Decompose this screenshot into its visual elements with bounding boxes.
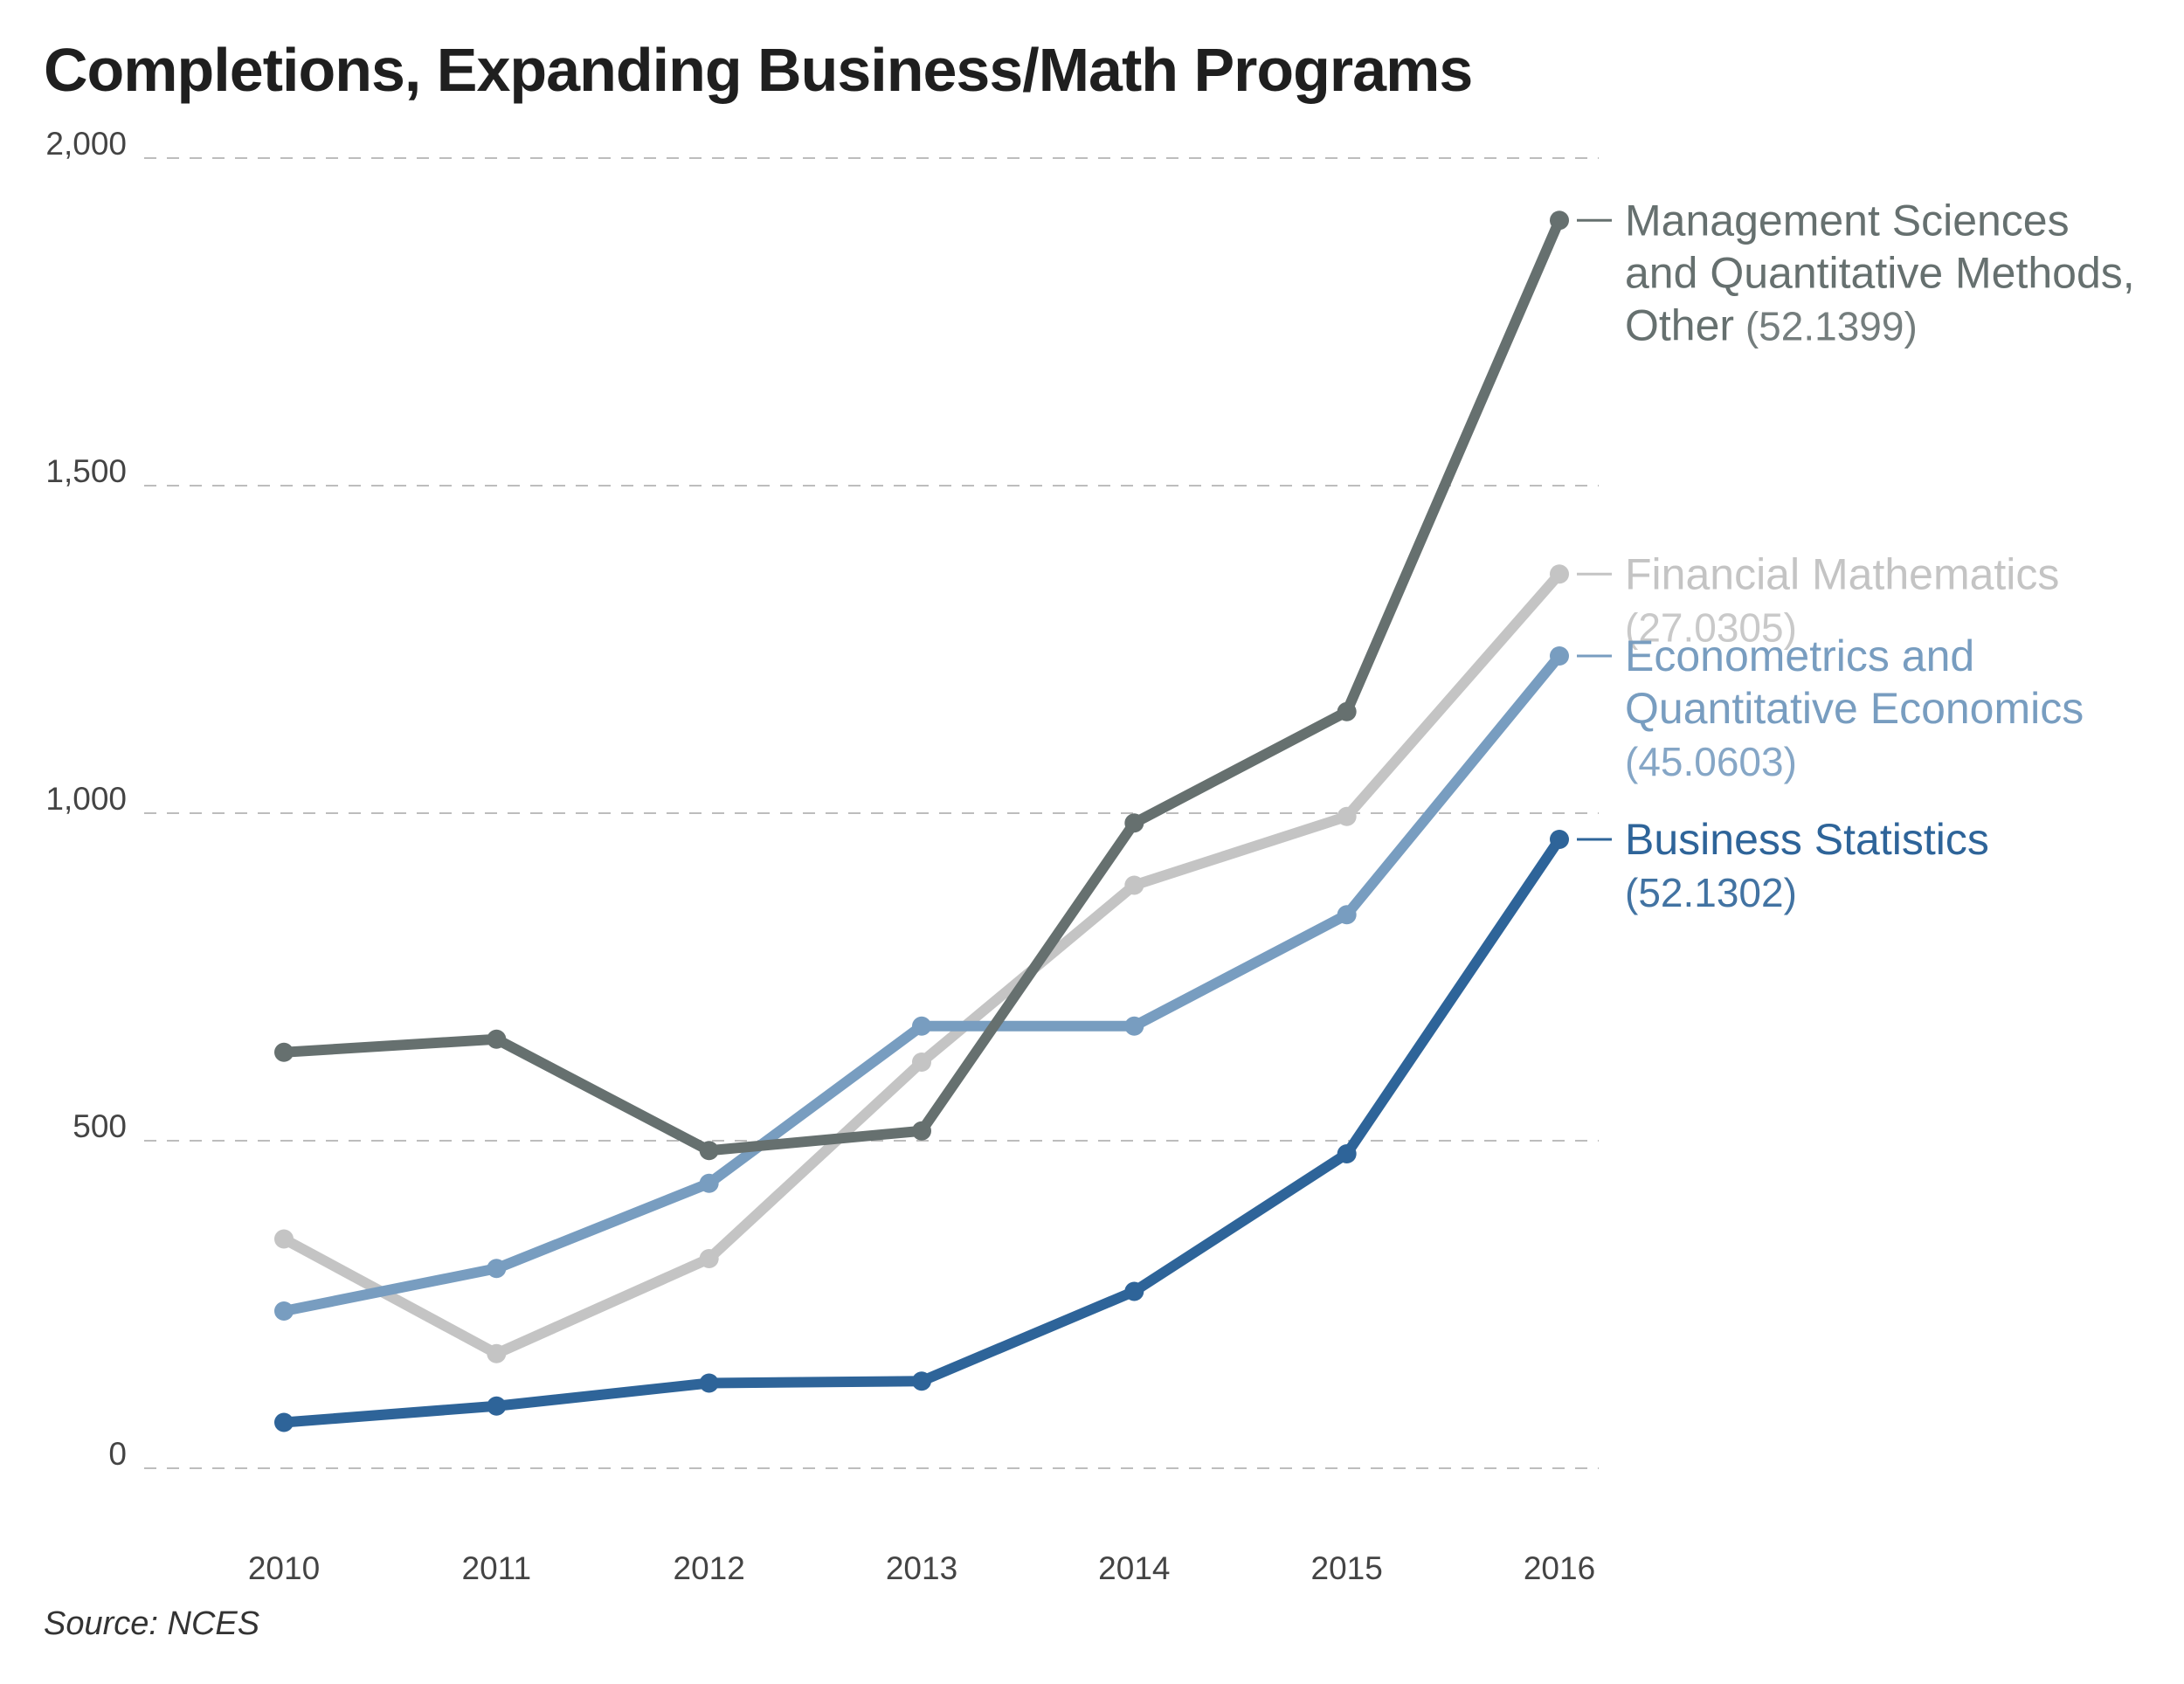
series-name-line: Econometrics and — [1625, 632, 1974, 680]
data-point — [1337, 701, 1357, 721]
series-labels: Management Sciences and Quantitative Meth… — [1577, 196, 2135, 915]
data-point — [487, 1259, 507, 1279]
series-name-line: and Quantitative Methods, — [1625, 248, 2135, 297]
x-tick-label: 2015 — [1311, 1550, 1383, 1586]
data-point — [487, 1396, 507, 1416]
data-point — [699, 1173, 719, 1193]
x-axis-ticks: 2010 2011 2012 2013 2014 2015 2016 — [248, 1550, 1595, 1586]
data-point — [699, 1141, 719, 1161]
series-name-line: Management Sciences — [1625, 196, 2070, 245]
series-0 — [274, 210, 1569, 1161]
series-lines — [274, 210, 1569, 1432]
series-label-text: Econometrics and Quantitative Economics (4… — [1625, 632, 2084, 784]
series-label-text: Management Sciences and Quantitative Meth… — [1625, 196, 2135, 349]
y-tick-label: 1,000 — [45, 781, 127, 817]
series-name-line: Business Statistics — [1625, 815, 1989, 864]
y-axis-ticks: 0 500 1,000 1,500 2,000 — [45, 126, 127, 1472]
y-tick-label: 500 — [73, 1108, 127, 1144]
series-line — [279, 215, 1565, 1156]
data-point — [1337, 1144, 1357, 1163]
data-point — [1550, 830, 1569, 849]
data-point — [1550, 210, 1569, 231]
series-label-text: Business Statistics (52.1302) — [1625, 815, 1989, 915]
data-point — [1337, 806, 1357, 826]
series-name-line: Quantitative Economics — [1625, 684, 2084, 733]
series-code: (52.1302) — [1625, 870, 1797, 915]
x-tick-label: 2010 — [248, 1550, 320, 1586]
data-point — [1550, 646, 1569, 666]
data-point — [274, 1042, 294, 1062]
series-line — [279, 651, 1565, 1316]
data-point — [1550, 564, 1569, 584]
y-tick-label: 2,000 — [45, 126, 127, 162]
x-tick-label: 2014 — [1098, 1550, 1170, 1586]
data-point — [1124, 1016, 1144, 1036]
data-point — [487, 1029, 507, 1049]
series-3 — [274, 830, 1569, 1432]
series-label-2: Econometrics and Quantitative Economics (4… — [1577, 632, 2084, 784]
data-point — [699, 1373, 719, 1393]
data-point — [274, 1229, 294, 1249]
series-2 — [274, 646, 1569, 1321]
data-point — [912, 1016, 931, 1036]
series-code: (45.0603) — [1625, 739, 1797, 784]
x-tick-label: 2012 — [674, 1550, 745, 1586]
series-name-line: Other — [1625, 300, 1734, 349]
data-point — [912, 1371, 931, 1391]
data-point — [699, 1249, 719, 1268]
series-line — [279, 569, 1565, 1359]
source-note: Source: NCES — [44, 1605, 260, 1642]
data-point — [1124, 813, 1144, 833]
series-label-1: Financial Mathematics (27.0305) — [1577, 549, 2059, 650]
data-point — [1124, 875, 1144, 895]
x-tick-label: 2013 — [886, 1550, 957, 1586]
series-code: (27.0305) — [1625, 604, 1797, 650]
gridlines — [144, 157, 1599, 1469]
series-label-text: Financial Mathematics (27.0305) — [1625, 549, 2059, 650]
series-label-0: Management Sciences and Quantitative Meth… — [1577, 196, 2135, 349]
series-code: (52.1399) — [1734, 303, 1918, 349]
chart-title: Completions, Expanding Business/Math Pro… — [44, 36, 1473, 104]
data-point — [1124, 1281, 1144, 1301]
data-point — [1337, 905, 1357, 925]
data-point — [274, 1301, 294, 1321]
x-tick-label: 2011 — [462, 1550, 532, 1586]
data-point — [912, 1052, 931, 1072]
y-tick-label: 1,500 — [45, 453, 127, 489]
series-label-3: Business Statistics (52.1302) — [1577, 815, 1989, 915]
series-1 — [274, 564, 1569, 1363]
data-point — [274, 1412, 294, 1432]
y-tick-label: 0 — [108, 1436, 127, 1472]
series-name-line: Financial Mathematics — [1625, 549, 2059, 598]
x-tick-label: 2016 — [1524, 1550, 1595, 1586]
data-point — [912, 1121, 931, 1141]
data-point — [487, 1343, 507, 1363]
